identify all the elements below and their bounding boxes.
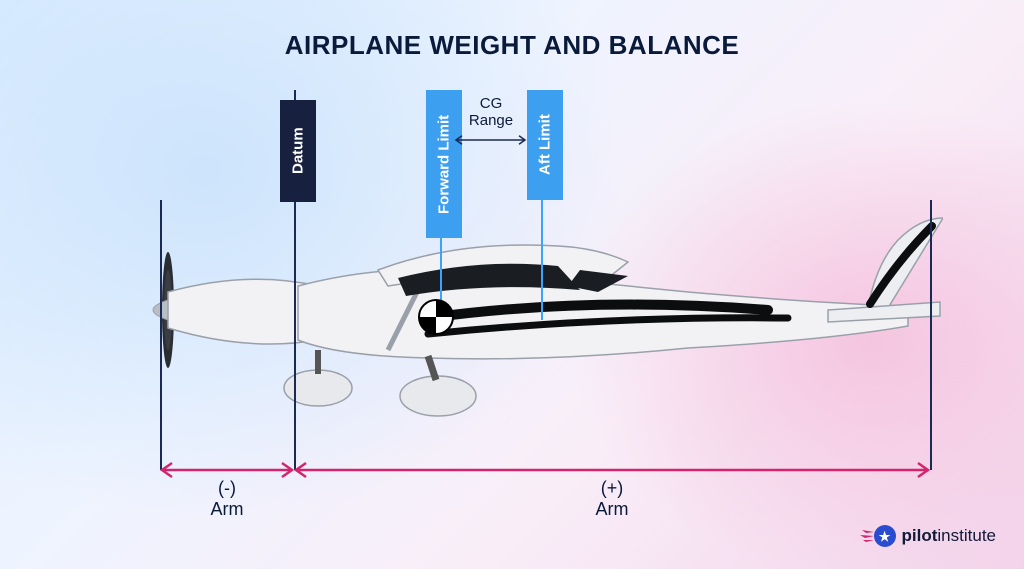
diagram-canvas: AIRPLANE WEIGHT AND BALANCE bbox=[0, 0, 1024, 569]
logo-star-icon: ★ bbox=[879, 530, 891, 543]
brand-logo: ★ pilotinstitute bbox=[874, 525, 996, 547]
cg-marker-icon bbox=[0, 0, 1024, 569]
logo-badge-icon: ★ bbox=[874, 525, 896, 547]
logo-text-bold: pilot bbox=[902, 526, 938, 545]
logo-text: pilotinstitute bbox=[902, 526, 996, 546]
logo-wings-icon bbox=[860, 530, 874, 542]
logo-text-thin: institute bbox=[937, 526, 996, 545]
